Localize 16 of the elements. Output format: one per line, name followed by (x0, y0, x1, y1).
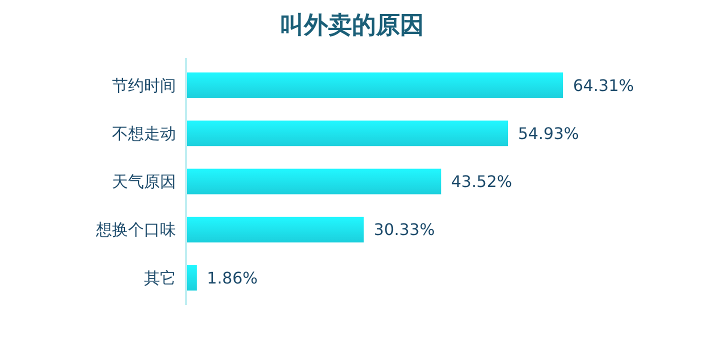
bar (186, 216, 364, 242)
y-tick-label: 节约时间 (112, 76, 176, 95)
bar (186, 72, 563, 98)
bar (186, 168, 442, 194)
bar (186, 265, 197, 291)
data-label: 30.33% (374, 220, 435, 240)
bar (186, 120, 508, 146)
data-label: 64.31% (573, 76, 634, 95)
y-tick-label: 其它 (144, 268, 176, 288)
y-tick-label: 天气原因 (112, 172, 176, 192)
data-label: 54.93% (518, 124, 580, 143)
y-tick-label: 想换个口味 (95, 220, 176, 240)
y-tick-label: 不想走动 (112, 124, 176, 143)
data-label: 43.52% (451, 172, 512, 192)
data-label: 1.86% (206, 268, 258, 288)
chart-title: 叫外卖的原因 (280, 11, 424, 39)
